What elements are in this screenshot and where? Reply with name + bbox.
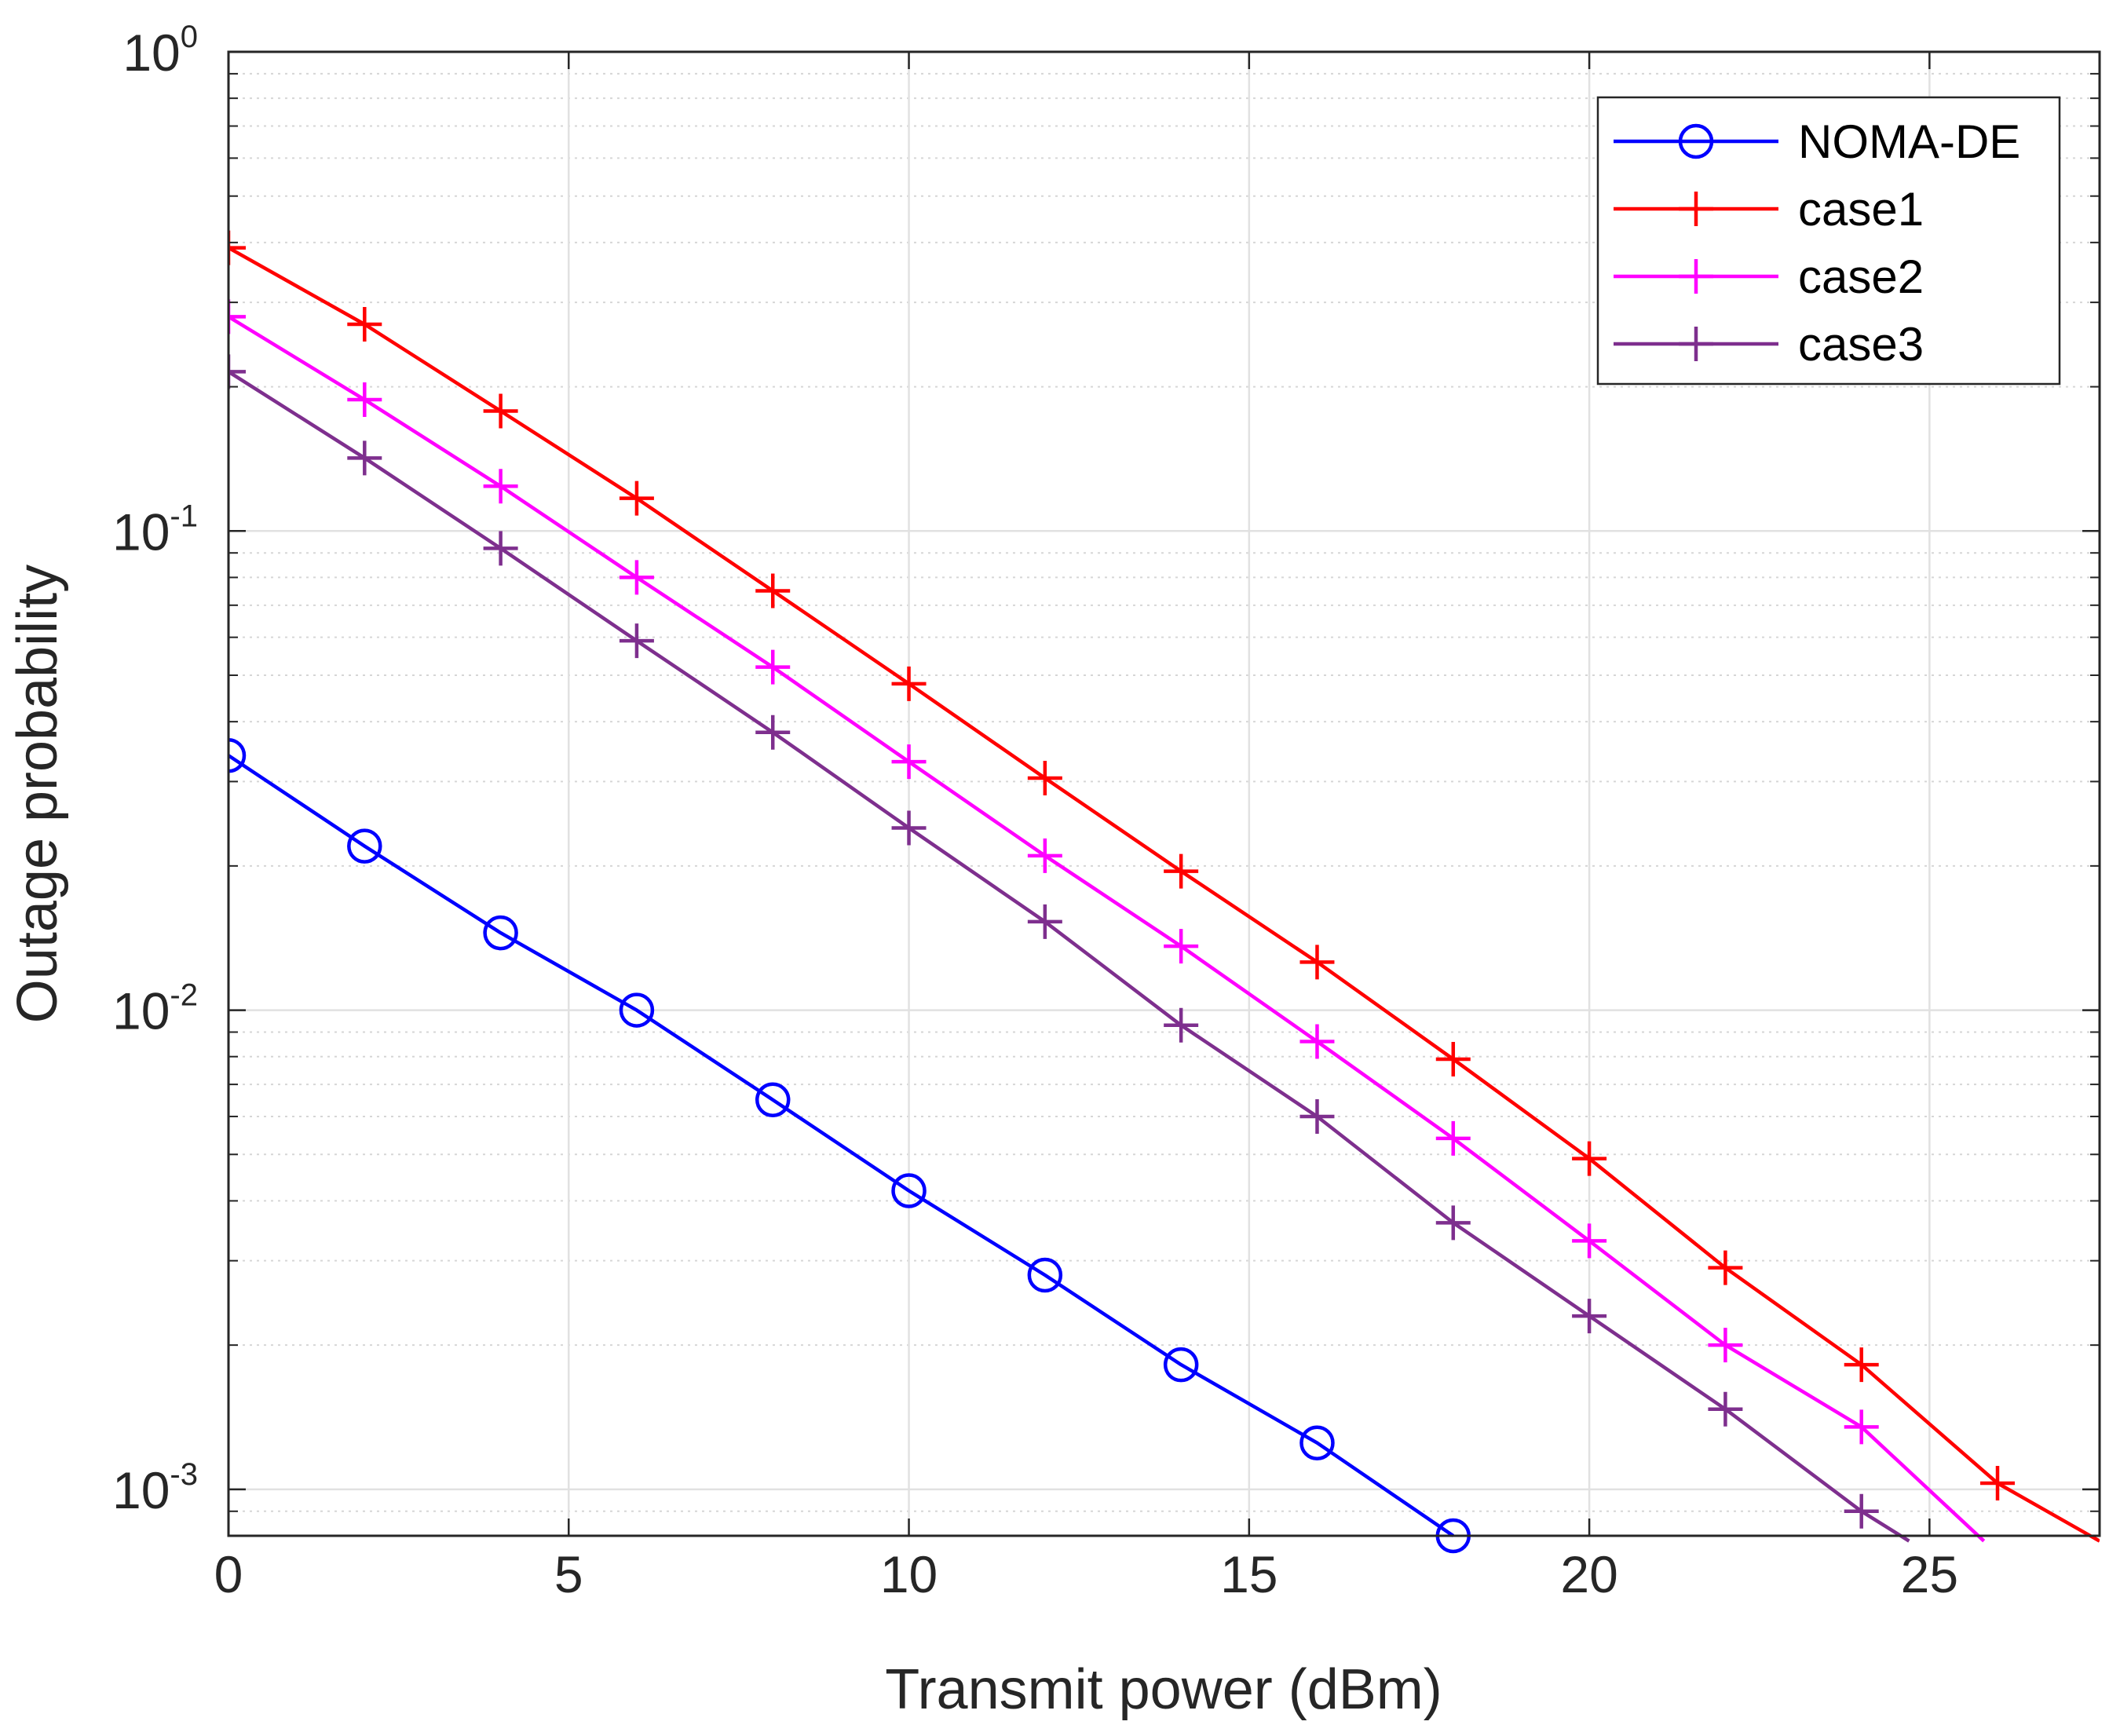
data-point-marker [1027,761,1062,796]
data-point-marker [1679,259,1713,294]
data-point-marker [1164,1007,1199,1043]
data-point-marker [1572,1299,1607,1334]
data-point-marker [228,299,246,334]
data-point-marker [1163,1347,1199,1383]
x-tick-label: 5 [554,1545,583,1603]
data-point-marker [755,715,791,750]
series-layer [228,230,2100,1554]
y-axis-label: Outage probability [6,565,69,1023]
legend-item-noma-de: NOMA-DE [1614,115,2020,168]
data-point-marker [619,623,654,659]
data-point-marker [347,307,382,342]
legend-label: case2 [1798,250,1924,303]
data-point-marker [891,810,927,846]
data-point-marker [347,440,382,476]
data-point-marker [1708,1328,1743,1363]
x-tick-label: 0 [214,1545,243,1603]
x-tick-label: 20 [1560,1545,1617,1603]
y-tick-label: 10-3 [112,1457,198,1519]
data-point-marker [1435,1205,1471,1241]
x-tick-label: 15 [1220,1545,1277,1603]
legend-entries: NOMA-DE case1 case2 case3 [1614,115,2020,371]
y-tick-labels: 100 10-1 10-2 10-3 [112,20,198,1519]
data-point-marker [1679,327,1713,361]
y-tick-label: 10-1 [112,499,198,561]
data-point-marker [619,481,654,516]
axes-box [227,50,2101,1537]
series-case3 [228,354,1910,1543]
data-point-marker [755,573,791,609]
series-line-case3 [228,370,1910,1543]
data-point-marker [1027,1257,1063,1293]
data-point-marker [1435,1042,1471,1077]
data-point-marker [1299,1024,1335,1059]
data-point-marker [1027,904,1062,939]
legend-label: NOMA-DE [1798,115,2020,168]
data-point-marker [347,828,382,864]
data-point-marker [1164,929,1199,964]
series-line-noma-de [228,754,1455,1537]
data-point-marker [891,666,927,701]
data-point-marker [891,1173,927,1208]
data-point-marker [483,915,518,951]
data-point-marker [1844,1347,1879,1383]
x-tick-labels: 0 5 10 15 20 25 [214,1545,1958,1603]
data-point-marker [619,992,655,1028]
tick-marks [227,50,2100,1536]
data-point-marker [1678,123,1714,159]
data-point-marker [1708,1391,1743,1427]
data-point-marker [347,382,382,417]
data-point-marker [1435,1120,1471,1156]
series-line-case2 [228,315,1986,1543]
series-case2 [228,299,1986,1543]
data-point-marker [483,531,518,566]
data-point-marker [1572,1141,1607,1176]
data-point-marker [1980,1466,2016,1501]
legend: NOMA-DE case1 case2 case3 [1596,96,2061,386]
data-point-marker [755,649,791,685]
data-point-marker [619,560,654,595]
data-point-marker [1299,945,1335,980]
series-noma-de [228,737,1471,1554]
data-point-marker [228,737,247,773]
x-tick-label: 10 [880,1545,938,1603]
data-point-marker [1572,1223,1607,1259]
data-point-marker [1844,1409,1879,1445]
data-point-marker [1708,1250,1743,1285]
data-point-marker [1027,838,1062,873]
x-tick-label: 25 [1901,1545,1958,1603]
series-case1 [228,230,2100,1543]
data-point-marker [755,1082,791,1117]
y-tick-label: 10-2 [112,978,198,1040]
data-point-marker [1844,1493,1879,1529]
legend-label: case1 [1798,183,1924,236]
data-point-marker [228,354,246,389]
data-point-marker [1299,1098,1335,1134]
x-axis-label: Transmit power (dBm) [885,1658,1442,1721]
legend-label: case3 [1798,318,1924,371]
data-point-marker [483,393,518,429]
data-point-marker [1679,192,1713,226]
legend-box [1596,96,2061,386]
data-point-marker [891,744,927,780]
data-point-marker [1164,853,1199,889]
legend-item-case3: case3 [1614,318,1924,371]
data-point-marker [1299,1425,1335,1460]
data-point-marker [483,469,518,504]
legend-item-case2: case2 [1614,250,1924,303]
legend-item-case1: case1 [1614,183,1924,236]
data-point-marker [228,230,246,265]
y-tick-label: 100 [122,20,198,82]
